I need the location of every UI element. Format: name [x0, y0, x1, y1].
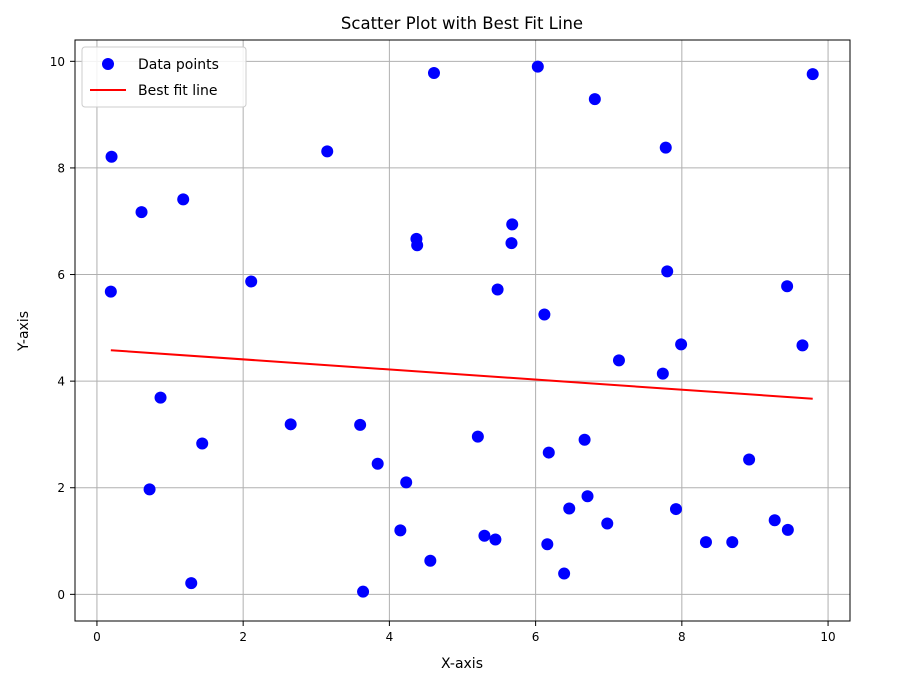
data-point [506, 218, 519, 231]
data-point [321, 145, 334, 158]
data-point [196, 437, 209, 450]
data-point [578, 433, 591, 446]
y-tick-label: 2 [57, 481, 65, 495]
data-point [105, 150, 118, 163]
data-point [781, 523, 794, 536]
data-point [185, 577, 198, 590]
data-point [411, 239, 424, 252]
data-point [245, 275, 258, 288]
data-point [354, 418, 367, 431]
data-point [284, 418, 297, 431]
data-point [699, 536, 712, 549]
legend-label-best-fit: Best fit line [138, 83, 217, 99]
data-point [588, 93, 601, 106]
data-point [427, 67, 440, 80]
y-tick-label: 6 [57, 268, 65, 282]
legend-box [81, 46, 247, 108]
data-point [424, 554, 437, 567]
data-points [104, 60, 819, 598]
data-point [538, 308, 551, 321]
y-axis-label: Y-axis [16, 311, 32, 352]
data-point [726, 536, 739, 549]
data-point [478, 529, 491, 542]
data-point [781, 280, 794, 293]
data-point [135, 206, 148, 219]
data-point [531, 60, 544, 73]
x-tick-label: 6 [532, 630, 540, 644]
y-tick-label: 4 [57, 375, 65, 389]
x-tick-label: 2 [239, 630, 247, 644]
data-point [154, 391, 167, 404]
data-point [541, 538, 554, 551]
data-point [768, 514, 781, 527]
data-point [796, 339, 809, 352]
y-tick-label: 8 [57, 161, 65, 175]
data-point [489, 533, 502, 546]
y-axis-ticks: 0 2 4 6 8 10 [50, 55, 75, 602]
data-point [669, 503, 682, 516]
data-point [558, 567, 571, 580]
legend-label-data-points: Data points [138, 57, 219, 73]
data-point [491, 283, 504, 296]
data-point [505, 237, 518, 250]
data-point [177, 193, 190, 206]
data-point [601, 517, 614, 530]
y-tick-label: 10 [50, 55, 65, 69]
chart-title: Scatter Plot with Best Fit Line [341, 14, 583, 33]
data-point [612, 354, 625, 367]
x-tick-label: 4 [386, 630, 394, 644]
data-point [743, 453, 756, 466]
data-point [675, 338, 688, 351]
data-point [563, 502, 576, 515]
data-point [542, 446, 555, 459]
x-tick-label: 10 [820, 630, 835, 644]
data-point [661, 265, 674, 278]
y-tick-label: 0 [57, 588, 65, 602]
data-point [806, 68, 819, 81]
best-fit-line-group [110, 349, 813, 400]
data-point [656, 367, 669, 380]
data-point [581, 490, 594, 503]
data-point [104, 285, 117, 298]
data-point [357, 585, 370, 598]
data-point [394, 524, 407, 537]
data-point [659, 141, 672, 154]
data-point [400, 476, 413, 489]
grid-lines [75, 40, 850, 621]
data-point [143, 483, 156, 496]
plot-frame [74, 39, 851, 622]
x-tick-label: 8 [678, 630, 686, 644]
x-axis-label: X-axis [441, 656, 483, 672]
legend: Data points Best fit line [81, 46, 247, 108]
data-point [371, 457, 384, 470]
legend-marker-data-points [102, 58, 114, 70]
best-fit-line [110, 349, 813, 400]
data-point [471, 430, 484, 443]
x-axis-ticks: 0 2 4 6 8 10 [93, 621, 836, 644]
x-tick-label: 0 [93, 630, 101, 644]
